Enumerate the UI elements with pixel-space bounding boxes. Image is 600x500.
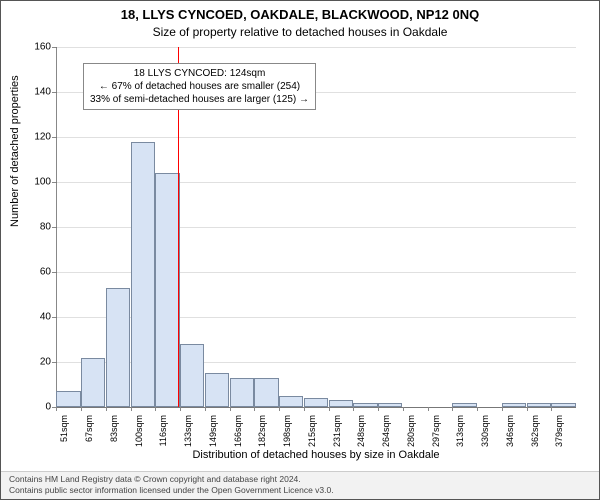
histogram-bar bbox=[452, 403, 476, 408]
x-tick-mark bbox=[279, 407, 280, 411]
x-tick-label: 231sqm bbox=[332, 415, 342, 455]
x-tick-mark bbox=[527, 407, 528, 411]
chart-title-sub: Size of property relative to detached ho… bbox=[1, 25, 599, 39]
histogram-bar bbox=[106, 288, 130, 407]
x-tick-mark bbox=[81, 407, 82, 411]
y-tick-label: 100 bbox=[21, 177, 51, 188]
x-tick-mark bbox=[452, 407, 453, 411]
x-tick-label: 116sqm bbox=[158, 415, 168, 455]
x-tick-label: 248sqm bbox=[356, 415, 366, 455]
x-tick-mark bbox=[254, 407, 255, 411]
histogram-bar bbox=[329, 400, 353, 407]
histogram-bar bbox=[279, 396, 303, 407]
x-tick-mark bbox=[428, 407, 429, 411]
x-tick-label: 379sqm bbox=[554, 415, 564, 455]
y-tick-label: 80 bbox=[21, 222, 51, 233]
histogram-bar bbox=[155, 173, 179, 407]
chart-container: 18, LLYS CYNCOED, OAKDALE, BLACKWOOD, NP… bbox=[0, 0, 600, 500]
x-tick-label: 166sqm bbox=[233, 415, 243, 455]
y-tick-mark bbox=[52, 182, 56, 183]
x-tick-mark bbox=[378, 407, 379, 411]
x-tick-mark bbox=[230, 407, 231, 411]
footer-line-1: Contains HM Land Registry data © Crown c… bbox=[9, 474, 591, 485]
x-tick-label: 346sqm bbox=[505, 415, 515, 455]
y-tick-label: 40 bbox=[21, 312, 51, 323]
histogram-bar bbox=[56, 391, 80, 407]
x-tick-mark bbox=[304, 407, 305, 411]
callout-line-1: 18 LLYS CYNCOED: 124sqm bbox=[90, 67, 309, 80]
y-tick-mark bbox=[52, 47, 56, 48]
chart-title-main: 18, LLYS CYNCOED, OAKDALE, BLACKWOOD, NP… bbox=[1, 7, 599, 22]
histogram-bar bbox=[254, 378, 278, 407]
y-tick-label: 160 bbox=[21, 42, 51, 53]
x-tick-label: 297sqm bbox=[431, 415, 441, 455]
histogram-bar bbox=[378, 403, 402, 408]
x-tick-label: 51sqm bbox=[59, 415, 69, 455]
y-tick-mark bbox=[52, 227, 56, 228]
x-tick-label: 67sqm bbox=[84, 415, 94, 455]
histogram-bar bbox=[230, 378, 254, 407]
y-tick-mark bbox=[52, 92, 56, 93]
y-tick-label: 20 bbox=[21, 357, 51, 368]
x-tick-mark bbox=[205, 407, 206, 411]
x-tick-label: 133sqm bbox=[183, 415, 193, 455]
histogram-bar bbox=[353, 403, 377, 408]
y-tick-label: 120 bbox=[21, 132, 51, 143]
x-tick-label: 182sqm bbox=[257, 415, 267, 455]
histogram-bar bbox=[205, 373, 229, 407]
x-tick-label: 313sqm bbox=[455, 415, 465, 455]
footer-box: Contains HM Land Registry data © Crown c… bbox=[1, 471, 599, 499]
grid-line bbox=[56, 407, 576, 408]
y-tick-mark bbox=[52, 272, 56, 273]
x-tick-label: 198sqm bbox=[282, 415, 292, 455]
y-tick-mark bbox=[52, 137, 56, 138]
y-tick-label: 60 bbox=[21, 267, 51, 278]
x-tick-mark bbox=[155, 407, 156, 411]
callout-line-3: 33% of semi-detached houses are larger (… bbox=[90, 93, 309, 106]
grid-line bbox=[56, 47, 576, 48]
y-tick-label: 140 bbox=[21, 87, 51, 98]
x-tick-mark bbox=[131, 407, 132, 411]
x-tick-mark bbox=[477, 407, 478, 411]
y-tick-mark bbox=[52, 362, 56, 363]
y-tick-label: 0 bbox=[21, 402, 51, 413]
x-tick-mark bbox=[106, 407, 107, 411]
histogram-bar bbox=[551, 403, 575, 408]
x-tick-label: 83sqm bbox=[109, 415, 119, 455]
x-tick-label: 264sqm bbox=[381, 415, 391, 455]
histogram-bar bbox=[502, 403, 526, 408]
footer-line-2: Contains public sector information licen… bbox=[9, 485, 591, 496]
x-tick-mark bbox=[403, 407, 404, 411]
x-tick-label: 280sqm bbox=[406, 415, 416, 455]
y-tick-mark bbox=[52, 317, 56, 318]
x-tick-label: 215sqm bbox=[307, 415, 317, 455]
x-tick-mark bbox=[180, 407, 181, 411]
x-tick-label: 362sqm bbox=[530, 415, 540, 455]
x-tick-label: 100sqm bbox=[134, 415, 144, 455]
histogram-bar bbox=[131, 142, 155, 408]
histogram-bar bbox=[304, 398, 328, 407]
x-tick-mark bbox=[502, 407, 503, 411]
histogram-bar bbox=[180, 344, 204, 407]
callout-box: 18 LLYS CYNCOED: 124sqm ← 67% of detache… bbox=[83, 63, 316, 110]
x-tick-label: 330sqm bbox=[480, 415, 490, 455]
x-tick-mark bbox=[551, 407, 552, 411]
x-tick-label: 149sqm bbox=[208, 415, 218, 455]
x-tick-mark bbox=[56, 407, 57, 411]
x-tick-mark bbox=[353, 407, 354, 411]
y-axis-label: Number of detached properties bbox=[9, 75, 21, 227]
callout-line-2: ← 67% of detached houses are smaller (25… bbox=[90, 80, 309, 93]
x-tick-mark bbox=[329, 407, 330, 411]
histogram-bar bbox=[527, 403, 551, 408]
histogram-bar bbox=[81, 358, 105, 408]
grid-line bbox=[56, 137, 576, 138]
